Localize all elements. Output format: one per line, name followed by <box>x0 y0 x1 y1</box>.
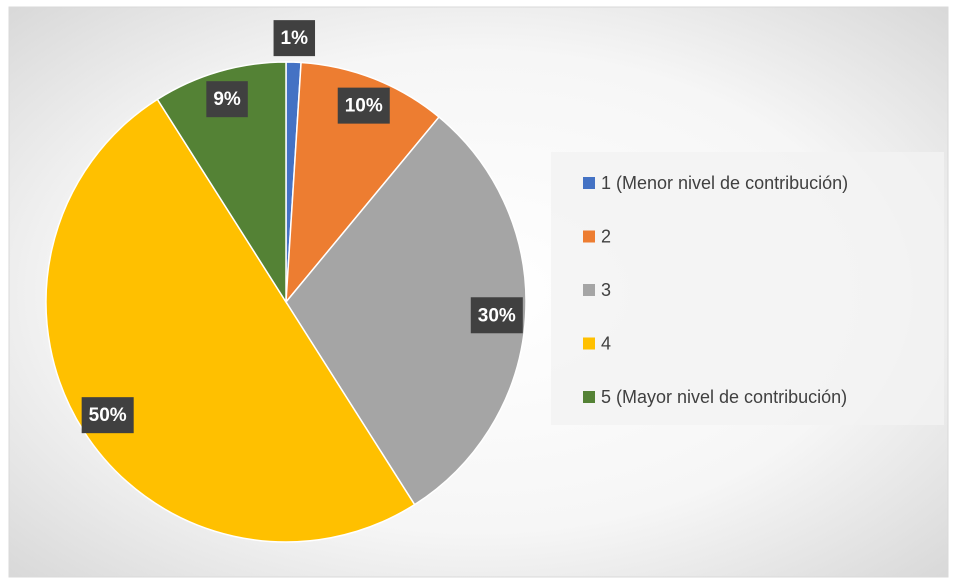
pie-slice <box>285 116 527 506</box>
legend-label: 5 (Mayor nivel de contribución) <box>601 387 847 407</box>
data-label-box <box>337 87 390 124</box>
data-label-box <box>273 20 316 57</box>
data-label: 9% <box>213 89 241 110</box>
data-label-box <box>206 81 248 118</box>
legend-label: 3 <box>601 280 611 300</box>
data-label: 10% <box>345 96 383 117</box>
data-label-box <box>470 297 523 334</box>
legend-swatch <box>583 177 595 189</box>
pie-slice <box>156 61 287 305</box>
legend-swatch <box>583 337 595 350</box>
legend-label: 4 <box>601 333 611 353</box>
data-label-box <box>81 397 134 434</box>
legend-swatch <box>583 230 595 243</box>
legend-swatch <box>583 284 595 296</box>
legend-label: 1 (Menor nivel de contribución) <box>601 173 848 193</box>
legend-swatch <box>583 391 595 403</box>
legend-box <box>551 152 944 425</box>
pie-slice <box>285 61 441 305</box>
data-label: 30% <box>478 305 516 326</box>
data-label: 50% <box>89 405 127 426</box>
legend-label: 2 <box>601 226 611 246</box>
data-label: 1% <box>281 28 309 49</box>
